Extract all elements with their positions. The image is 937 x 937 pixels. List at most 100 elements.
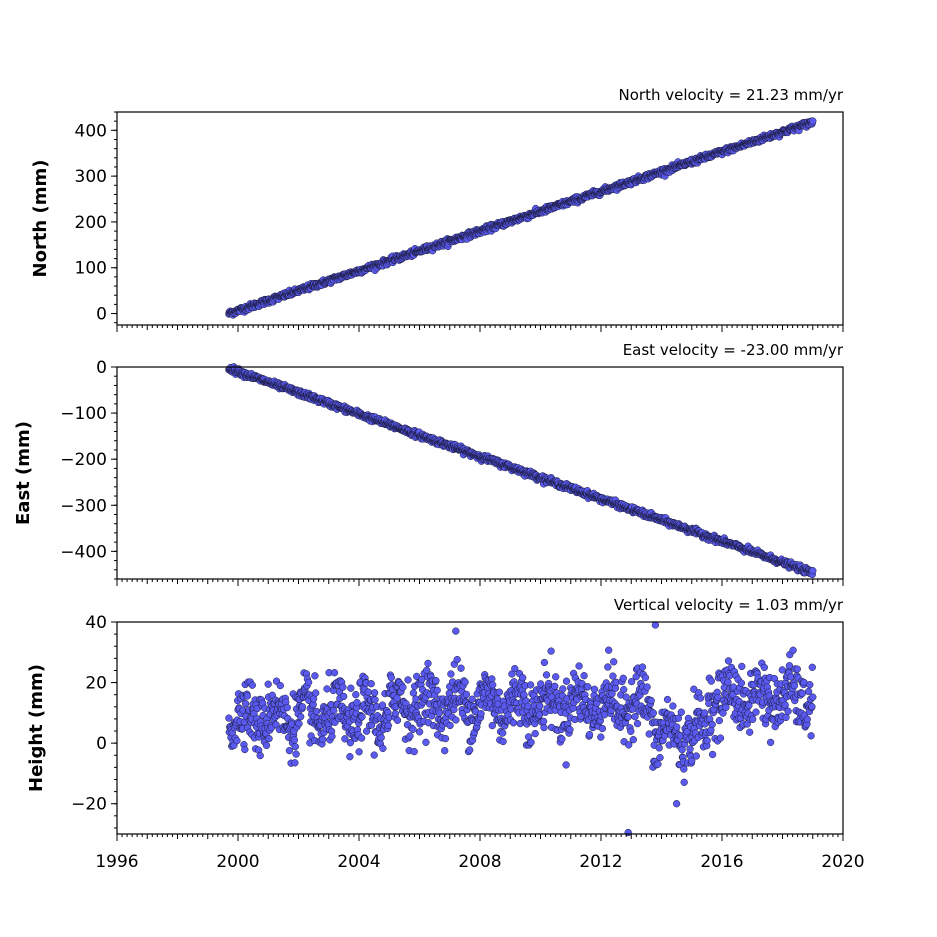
data-point (686, 745, 694, 753)
data-point (809, 693, 817, 701)
x-tick-label: 2004 (337, 852, 380, 872)
data-point (716, 734, 725, 742)
data-point (645, 730, 653, 738)
data-point (404, 676, 412, 684)
vertical-velocity-title: Vertical velocity = 1.03 mm/yr (614, 596, 844, 614)
data-point (580, 672, 588, 680)
data-point (808, 703, 816, 711)
data-point (453, 655, 461, 664)
data-point (409, 725, 417, 733)
north-y-ticks: 0 100 200 300 400 (75, 111, 117, 325)
data-point (410, 747, 418, 756)
data-point (323, 685, 331, 693)
data-point (357, 734, 366, 742)
data-point (627, 727, 635, 735)
data-point (787, 673, 795, 681)
data-point (738, 662, 746, 671)
data-point (233, 737, 241, 745)
height-data-points (225, 621, 817, 837)
data-point (620, 685, 628, 694)
data-point (524, 702, 532, 710)
data-point (752, 708, 760, 716)
data-point (291, 742, 299, 751)
data-point (412, 695, 420, 703)
y-tick-label: 200 (75, 213, 107, 233)
data-point (452, 716, 460, 724)
data-point (663, 695, 672, 704)
y-tick-label: 300 (75, 167, 107, 187)
data-point (803, 715, 811, 723)
y-tick-label: 100 (75, 259, 107, 279)
east-y-ticks: 0 −100 −200 −300 −400 (60, 358, 117, 580)
y-tick-label: −300 (60, 496, 107, 516)
data-point (643, 683, 651, 691)
data-point (339, 683, 347, 691)
data-point (347, 684, 355, 692)
x-tick-label: 2020 (821, 852, 864, 872)
data-point (292, 750, 300, 758)
data-point (651, 621, 660, 629)
data-point (377, 733, 385, 742)
data-point (722, 703, 730, 712)
data-point (782, 713, 790, 722)
data-point (393, 716, 402, 724)
data-point (457, 664, 465, 672)
data-point (295, 720, 303, 728)
data-point (435, 709, 443, 717)
data-point (809, 117, 817, 125)
data-point (703, 737, 711, 745)
data-point (499, 737, 507, 746)
data-point (622, 693, 630, 701)
data-point (319, 735, 327, 744)
data-point (605, 646, 613, 654)
data-point (680, 778, 688, 786)
data-point (446, 721, 454, 730)
data-point (283, 703, 291, 712)
data-point (488, 721, 496, 730)
x-tick-label: 2012 (579, 852, 622, 872)
data-point (804, 687, 813, 696)
data-point (526, 681, 535, 689)
data-point (708, 750, 717, 759)
x-tick-label: 2000 (216, 852, 259, 872)
data-point (715, 716, 723, 725)
data-point (809, 567, 817, 575)
data-point (509, 719, 518, 727)
data-point (461, 678, 469, 686)
data-point (477, 710, 485, 718)
data-point (399, 683, 407, 691)
data-point (378, 701, 387, 709)
data-point (488, 675, 496, 683)
data-point (808, 663, 816, 671)
data-point (542, 671, 551, 679)
data-point (447, 670, 455, 678)
data-point (600, 711, 609, 719)
east-x-ticks (116, 579, 844, 586)
data-point (638, 663, 647, 671)
y-tick-label: 0 (96, 358, 107, 378)
y-tick-label: 20 (85, 674, 107, 694)
north-data-points (225, 117, 817, 319)
data-point (367, 680, 375, 688)
data-point (370, 751, 378, 759)
data-point (547, 647, 555, 655)
data-point (391, 709, 400, 718)
data-point (495, 688, 503, 696)
data-point (527, 738, 535, 746)
data-point (749, 715, 757, 723)
data-point (441, 747, 449, 755)
data-point (778, 666, 786, 674)
data-point (519, 674, 527, 682)
data-point (489, 681, 497, 689)
data-point (432, 676, 440, 685)
north-x-ticks (116, 325, 844, 332)
data-point (680, 765, 688, 773)
data-point (462, 690, 471, 699)
data-point (724, 657, 733, 665)
data-point (598, 724, 607, 733)
data-point (311, 672, 319, 680)
data-point (737, 679, 746, 687)
y-tick-label: 0 (96, 305, 107, 325)
data-point (673, 723, 681, 731)
